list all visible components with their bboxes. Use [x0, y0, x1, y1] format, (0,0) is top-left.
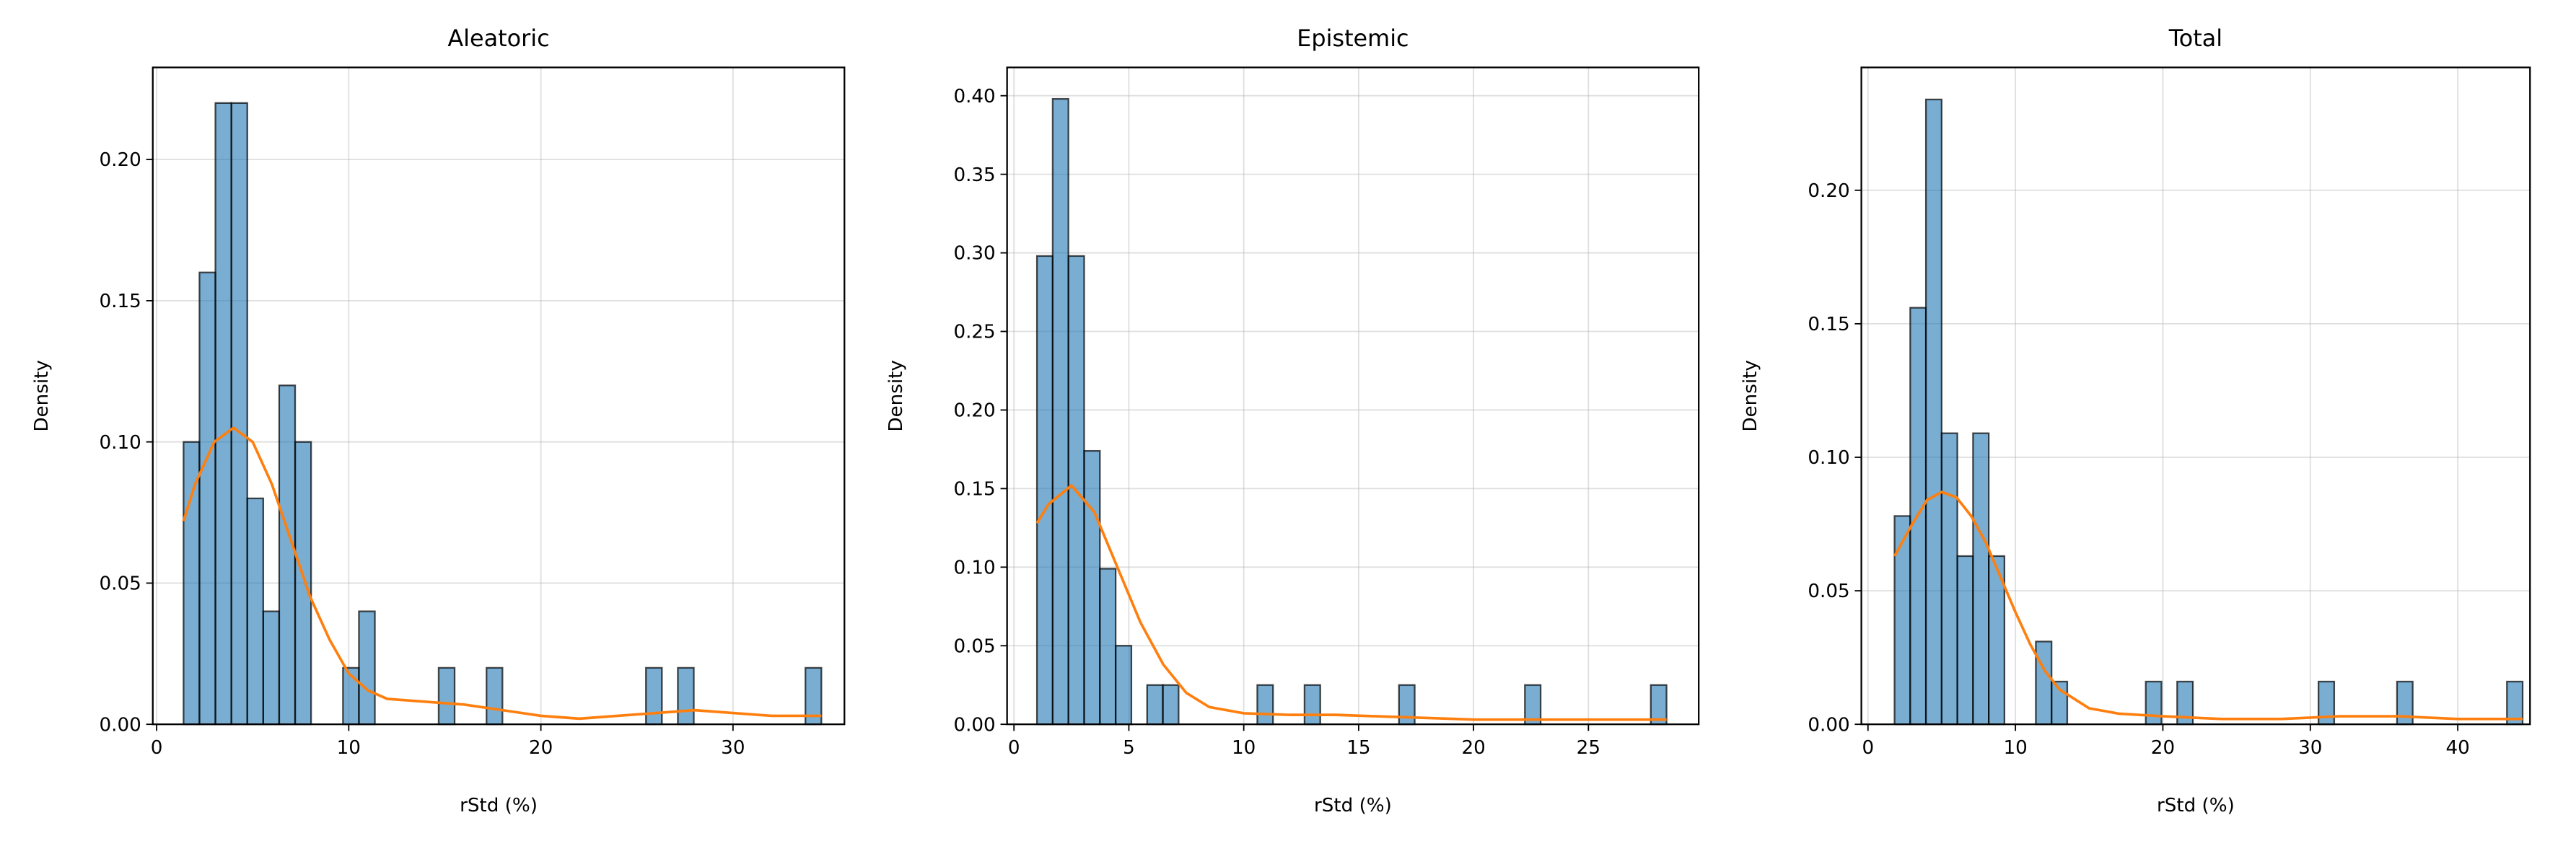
- axes-frame: [152, 66, 846, 726]
- x-tick-label: 10: [337, 737, 361, 759]
- chart-title: Aleatoric: [447, 25, 549, 52]
- x-tick-label: 30: [2298, 737, 2322, 759]
- x-tick-label: 0: [1008, 737, 1020, 759]
- histogram-bar: [1893, 515, 1911, 726]
- histogram-bar: [437, 666, 456, 726]
- y-tick-label: 0.00: [1808, 714, 1849, 736]
- y-tick-label: 0.05: [100, 573, 141, 595]
- histogram-bar: [1114, 645, 1133, 726]
- x-axis-label: rStd (%): [460, 795, 538, 816]
- y-tick-label: 0.00: [953, 714, 995, 736]
- histogram-bar: [1035, 255, 1054, 726]
- x-tick-label: 10: [1232, 737, 1256, 759]
- histogram-bar: [1956, 555, 1974, 726]
- x-tick-label: 10: [2003, 737, 2027, 759]
- x-tick-label: 5: [1123, 737, 1135, 759]
- histogram-bar: [1256, 684, 1274, 726]
- histogram-bar: [246, 497, 264, 726]
- y-tick-label: 0.30: [953, 243, 995, 265]
- histogram-bar: [278, 384, 297, 726]
- x-tick-label: 20: [1461, 737, 1485, 759]
- histogram-bar: [2035, 640, 2053, 726]
- x-tick-label: 40: [2445, 737, 2469, 759]
- y-tick-label: 0.15: [953, 479, 995, 501]
- axes-frame: [1860, 66, 2531, 726]
- kde-line: [1035, 483, 1667, 721]
- histogram-bar: [214, 102, 232, 726]
- kde-line: [182, 426, 822, 721]
- histogram-bar: [1940, 432, 1958, 726]
- histogram-bar: [1146, 684, 1164, 726]
- y-tick-label: 0.10: [100, 432, 141, 454]
- x-tick-label: 20: [529, 737, 553, 759]
- histogram-bar: [645, 666, 663, 726]
- x-tick-label: 20: [2151, 737, 2175, 759]
- histogram-bar: [183, 441, 201, 726]
- y-tick-label: 0.35: [953, 164, 995, 186]
- y-tick-label: 0.15: [100, 291, 141, 312]
- x-axis-label: rStd (%): [2157, 795, 2235, 816]
- histogram-bar: [1972, 432, 1990, 726]
- y-tick-label: 0.20: [953, 400, 995, 422]
- axes-frame: [1006, 66, 1700, 726]
- histogram-bar: [1099, 568, 1117, 726]
- y-tick-label: 0.05: [1808, 581, 1849, 602]
- x-tick-label: 0: [151, 737, 163, 759]
- histogram-bar: [294, 441, 312, 726]
- y-axis-label: Density: [1740, 360, 1761, 432]
- y-tick-label: 0.40: [953, 86, 995, 107]
- y-tick-label: 0.20: [100, 149, 141, 171]
- kde-line: [1893, 490, 2523, 721]
- y-tick-label: 0.05: [953, 635, 995, 657]
- chart-title: Epistemic: [1297, 25, 1409, 52]
- histogram-bar: [1051, 97, 1069, 726]
- y-tick-label: 0.15: [1808, 314, 1849, 335]
- histogram-bar: [230, 102, 248, 726]
- x-tick-label: 15: [1346, 737, 1370, 759]
- histogram-bar: [262, 610, 281, 726]
- x-tick-label: 0: [1862, 737, 1874, 759]
- histogram-bar: [358, 610, 376, 726]
- y-axis-label: Density: [885, 360, 907, 432]
- y-tick-label: 0.20: [1808, 180, 1849, 202]
- y-tick-label: 0.10: [953, 557, 995, 578]
- histogram-bar: [1162, 684, 1180, 726]
- y-axis-label: Density: [31, 360, 53, 432]
- x-tick-label: 30: [721, 737, 745, 759]
- x-tick-label: 25: [1577, 737, 1600, 759]
- histogram-bar: [198, 271, 216, 726]
- x-axis-label: rStd (%): [1314, 795, 1392, 816]
- histogram-bar: [2145, 680, 2163, 726]
- histogram-bar: [1083, 449, 1101, 726]
- y-tick-label: 0.00: [100, 714, 141, 736]
- histogram-bar: [1303, 684, 1321, 726]
- y-tick-label: 0.25: [953, 322, 995, 343]
- chart-title: Total: [2168, 25, 2222, 52]
- histogram-bar: [677, 666, 695, 726]
- y-tick-label: 0.10: [1808, 447, 1849, 469]
- histogram-bar: [1924, 98, 1942, 726]
- histogram-bar: [486, 666, 504, 726]
